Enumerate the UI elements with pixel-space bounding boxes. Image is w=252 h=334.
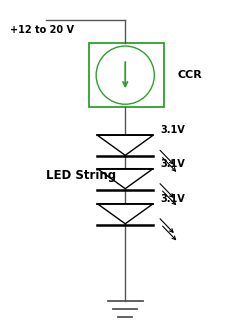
Text: LED String: LED String (45, 169, 115, 182)
Polygon shape (97, 169, 152, 189)
Text: 3.1V: 3.1V (160, 125, 185, 135)
Text: 3.1V: 3.1V (160, 159, 185, 169)
Text: +12 to 20 V: +12 to 20 V (10, 25, 74, 35)
Text: CCR: CCR (176, 70, 201, 80)
Bar (88, 43, 164, 107)
Polygon shape (97, 204, 152, 224)
Text: 3.1V: 3.1V (160, 194, 185, 204)
Polygon shape (97, 135, 152, 155)
